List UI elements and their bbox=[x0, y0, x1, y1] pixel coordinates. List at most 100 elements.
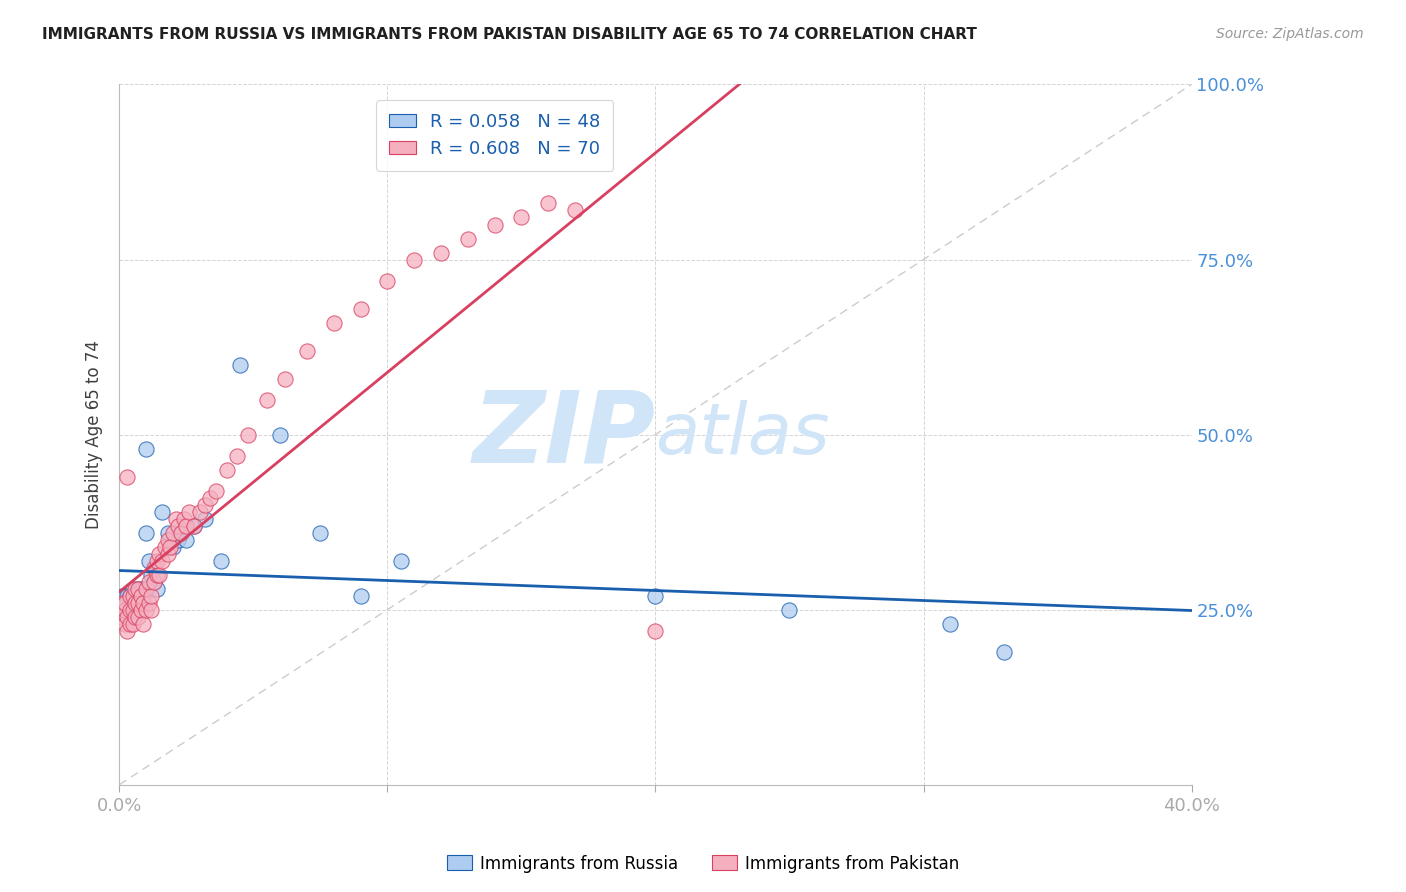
Point bbox=[256, 392, 278, 407]
Point bbox=[127, 589, 149, 603]
Point bbox=[138, 596, 160, 610]
Point bbox=[537, 196, 560, 211]
Text: atlas: atlas bbox=[655, 401, 830, 469]
Point bbox=[121, 589, 143, 603]
Point bbox=[404, 252, 426, 267]
Point bbox=[165, 511, 187, 525]
Point bbox=[121, 602, 143, 616]
Point bbox=[183, 518, 205, 533]
Point bbox=[162, 540, 184, 554]
Point bbox=[117, 602, 139, 616]
Point bbox=[124, 582, 146, 596]
Text: Source: ZipAtlas.com: Source: ZipAtlas.com bbox=[1216, 27, 1364, 41]
Point bbox=[124, 596, 146, 610]
Point bbox=[457, 231, 479, 245]
Point bbox=[132, 616, 155, 631]
Point bbox=[114, 602, 136, 616]
Point bbox=[183, 518, 205, 533]
Point bbox=[114, 616, 136, 631]
Point bbox=[226, 449, 249, 463]
Point bbox=[132, 596, 155, 610]
Point bbox=[135, 525, 157, 540]
Point bbox=[121, 609, 143, 624]
Point bbox=[209, 554, 232, 568]
Point bbox=[349, 301, 371, 316]
Point bbox=[644, 589, 666, 603]
Point bbox=[194, 498, 217, 512]
Point bbox=[229, 358, 252, 372]
Point bbox=[118, 602, 141, 616]
Point bbox=[146, 567, 169, 582]
Point bbox=[127, 602, 149, 616]
Point bbox=[156, 533, 179, 547]
Point bbox=[114, 596, 136, 610]
Point bbox=[146, 582, 169, 596]
Point bbox=[132, 582, 155, 596]
Point bbox=[121, 602, 143, 616]
Point bbox=[114, 602, 136, 616]
Point bbox=[121, 596, 143, 610]
Point bbox=[162, 525, 184, 540]
Point bbox=[141, 567, 163, 582]
Point bbox=[121, 582, 143, 596]
Point bbox=[156, 525, 179, 540]
Point bbox=[118, 589, 141, 603]
Point bbox=[127, 582, 149, 596]
Point bbox=[143, 574, 166, 589]
Point bbox=[118, 616, 141, 631]
Point bbox=[148, 567, 170, 582]
Point bbox=[269, 427, 291, 442]
Point bbox=[132, 589, 155, 603]
Point bbox=[117, 609, 139, 624]
Point bbox=[150, 505, 173, 519]
Point bbox=[143, 574, 166, 589]
Point bbox=[150, 554, 173, 568]
Point bbox=[484, 218, 506, 232]
Point bbox=[188, 505, 211, 519]
Point bbox=[564, 203, 586, 218]
Y-axis label: Disability Age 65 to 74: Disability Age 65 to 74 bbox=[86, 340, 103, 529]
Point bbox=[135, 442, 157, 456]
Point bbox=[138, 574, 160, 589]
Point bbox=[111, 596, 134, 610]
Point bbox=[349, 589, 371, 603]
Point bbox=[377, 273, 399, 287]
Point bbox=[118, 609, 141, 624]
Text: IMMIGRANTS FROM RUSSIA VS IMMIGRANTS FROM PAKISTAN DISABILITY AGE 65 TO 74 CORRE: IMMIGRANTS FROM RUSSIA VS IMMIGRANTS FRO… bbox=[42, 27, 977, 42]
Point bbox=[644, 624, 666, 638]
Point bbox=[117, 469, 139, 483]
Point bbox=[322, 316, 344, 330]
Point bbox=[127, 596, 149, 610]
Point bbox=[146, 554, 169, 568]
Point bbox=[939, 616, 962, 631]
Point bbox=[114, 589, 136, 603]
Point bbox=[993, 645, 1015, 659]
Point bbox=[204, 483, 226, 498]
Point bbox=[779, 602, 801, 616]
Point bbox=[173, 511, 195, 525]
Point bbox=[111, 596, 134, 610]
Point bbox=[153, 540, 176, 554]
Point bbox=[177, 505, 200, 519]
Legend: Immigrants from Russia, Immigrants from Pakistan: Immigrants from Russia, Immigrants from … bbox=[440, 848, 966, 880]
Point bbox=[117, 609, 139, 624]
Point bbox=[117, 589, 139, 603]
Point bbox=[138, 554, 160, 568]
Point bbox=[156, 547, 179, 561]
Point bbox=[124, 589, 146, 603]
Legend: R = 0.058   N = 48, R = 0.608   N = 70: R = 0.058 N = 48, R = 0.608 N = 70 bbox=[375, 101, 613, 170]
Point bbox=[117, 596, 139, 610]
Point bbox=[295, 343, 318, 358]
Point bbox=[170, 525, 193, 540]
Point bbox=[129, 602, 152, 616]
Point bbox=[135, 602, 157, 616]
Point bbox=[141, 589, 163, 603]
Point bbox=[167, 518, 190, 533]
Point bbox=[117, 624, 139, 638]
Point bbox=[111, 609, 134, 624]
Point bbox=[215, 462, 238, 476]
Point bbox=[127, 609, 149, 624]
Text: ZIP: ZIP bbox=[472, 386, 655, 483]
Point bbox=[159, 540, 181, 554]
Point bbox=[167, 533, 190, 547]
